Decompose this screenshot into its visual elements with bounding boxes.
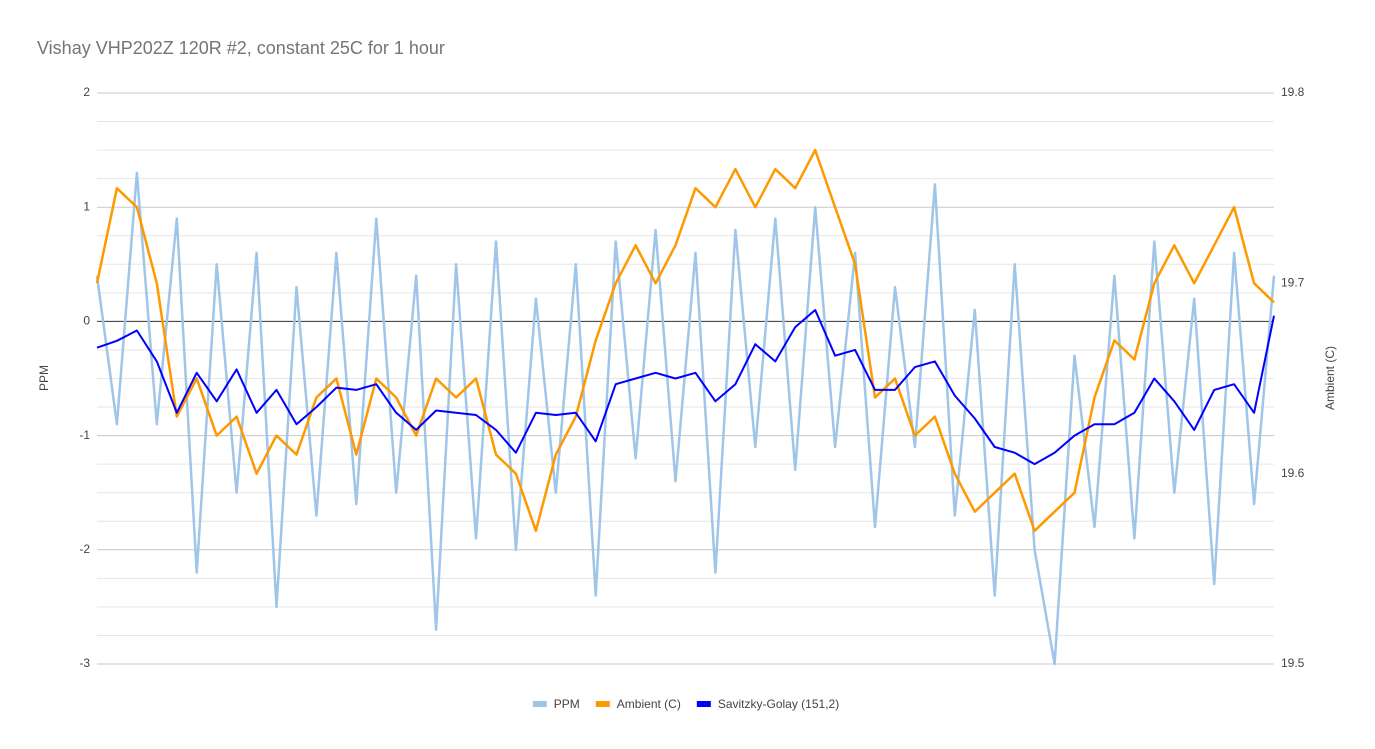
y-tick-label: -1 bbox=[79, 428, 90, 442]
y-tick-label: 2 bbox=[83, 85, 90, 99]
y-tick-label: 0 bbox=[83, 314, 90, 328]
y2-tick-label: 19.7 bbox=[1281, 276, 1305, 290]
legend-swatch bbox=[696, 701, 711, 707]
legend-swatch bbox=[595, 701, 610, 707]
line-series bbox=[95, 171, 1276, 666]
y2-tick-label: 19.5 bbox=[1281, 656, 1305, 670]
legend-label: Ambient (C) bbox=[617, 697, 681, 711]
y-tick-label: -2 bbox=[79, 542, 90, 556]
legend: PPM Ambient (C) Savitzky-Golay (151,2) bbox=[532, 697, 839, 711]
y2-tick-label: 19.6 bbox=[1281, 466, 1305, 480]
legend-label: Savitzky-Golay (151,2) bbox=[718, 697, 839, 711]
line-series bbox=[95, 148, 1275, 533]
legend-label: PPM bbox=[554, 697, 580, 711]
y2-tick-label: 19.8 bbox=[1281, 85, 1305, 99]
line-series bbox=[96, 309, 1275, 466]
y-tick-label: -3 bbox=[79, 656, 90, 670]
y-axis-title: PPM bbox=[37, 365, 51, 391]
legend-swatch bbox=[532, 701, 547, 707]
y2-axis-title: Ambient (C) bbox=[1323, 346, 1337, 410]
chart-title: Vishay VHP202Z 120R #2, constant 25C for… bbox=[37, 38, 445, 58]
y-tick-label: 1 bbox=[83, 199, 90, 213]
